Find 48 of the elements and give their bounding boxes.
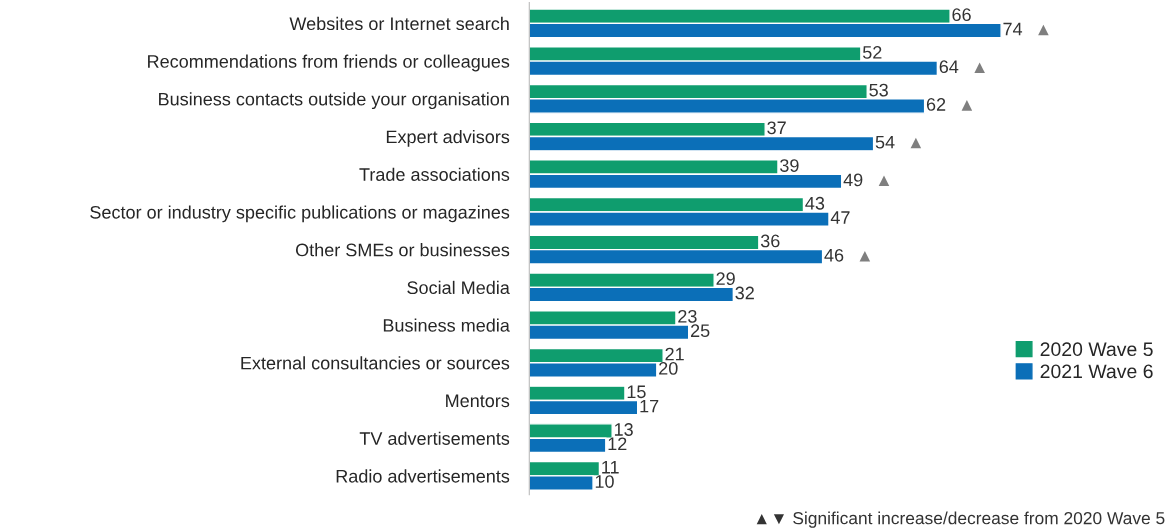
annotation: ▲: [974, 62, 985, 73]
y-tick-label: External consultancies or sources: [241, 356, 510, 370]
data-label: 49: [843, 173, 863, 187]
data-label: 39: [780, 159, 799, 172]
data-label: 66: [952, 8, 971, 22]
data-label: 13: [614, 423, 633, 436]
y-tick-label: Sector or industry specific publications or magazines: [90, 205, 510, 223]
y-tick-label: Expert advisors: [386, 129, 510, 147]
data-label: 64: [939, 60, 959, 74]
text: ▲▼ Significant increase/decrease from 2020 Wave 5: [756, 511, 1165, 528]
data-label: 25: [691, 324, 710, 338]
legend-label: 2021 Wave 6: [1040, 364, 1153, 379]
y-tick-label: Social Media: [407, 280, 510, 295]
legend-label: 2020 Wave 5: [1040, 342, 1153, 357]
data-label: 43: [805, 196, 825, 210]
data-label: 32: [735, 286, 754, 300]
data-label: 46: [824, 248, 844, 262]
annotation: ▲: [878, 175, 890, 187]
data-label: 15: [627, 385, 646, 399]
data-label: 17: [640, 399, 659, 413]
annotation: ▲: [961, 100, 973, 111]
data-label: 52: [862, 46, 882, 59]
annotation: ▲: [910, 137, 922, 149]
data-label: 12: [608, 437, 627, 451]
y-tick-label: TV advertisements: [359, 431, 510, 445]
data-label: 37: [767, 121, 786, 135]
data-label: 53: [869, 83, 888, 97]
y-tick-label: Recommendations from friends or colleagues: [148, 54, 510, 72]
y-tick-label: Other SMEs or businesses: [295, 243, 510, 257]
data-label: 11: [602, 460, 619, 474]
data-label: 29: [716, 272, 735, 286]
y-tick-label: Trade associations: [359, 167, 510, 181]
y-tick-label: Business media: [383, 318, 510, 332]
data-label: 10: [595, 475, 614, 488]
y-tick-label: Mentors: [446, 394, 510, 408]
data-label: 54: [875, 135, 895, 149]
data-label: 62: [926, 98, 946, 111]
data-label: 47: [830, 211, 850, 224]
annotation: ▲: [1038, 24, 1049, 36]
data-label: 20: [659, 362, 678, 375]
data-label: 36: [760, 234, 780, 248]
annotation: ▲: [859, 250, 871, 262]
y-tick-label: Websites or Internet search: [289, 16, 509, 31]
y-tick-label: Radio advertisements: [336, 469, 510, 483]
data-label: 74: [1003, 22, 1023, 36]
y-tick-label: Business contacts outside your organisation: [159, 92, 509, 110]
data-label: 21: [665, 347, 684, 361]
data-label: 23: [678, 309, 697, 323]
